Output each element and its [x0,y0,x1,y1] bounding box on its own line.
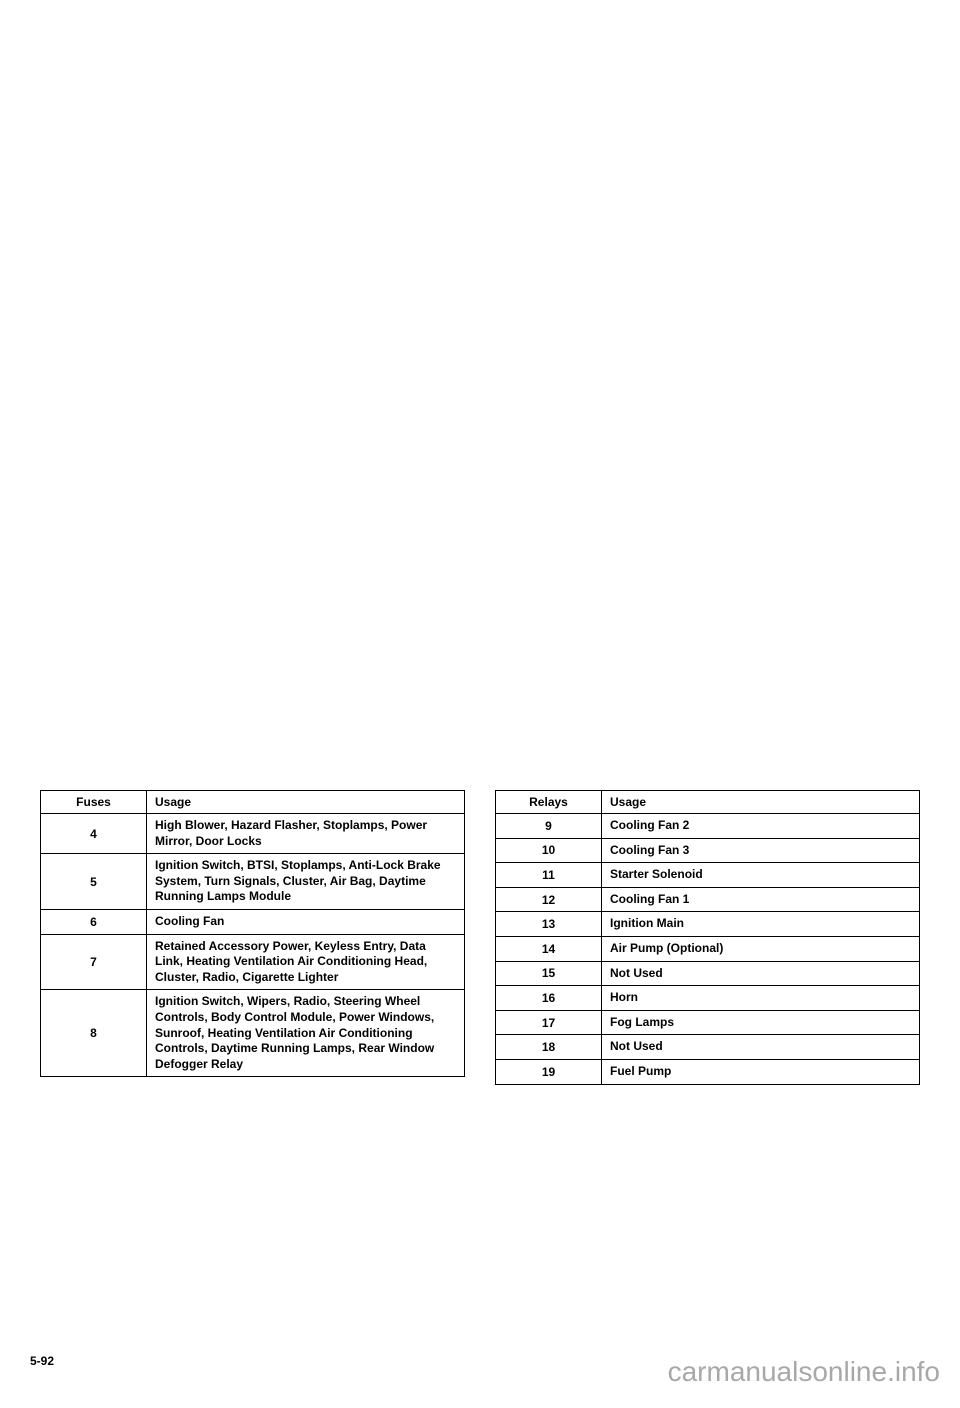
relays-table-wrapper: Relays Usage 9 Cooling Fan 2 10 Cooling … [495,790,920,1085]
table-row: 11 Starter Solenoid [496,863,920,888]
table-row: 9 Cooling Fan 2 [496,814,920,839]
relay-usage: Air Pump (Optional) [602,936,920,961]
fuse-usage: Cooling Fan [147,909,465,934]
relay-number: 12 [496,887,602,912]
fuse-number: 6 [41,909,147,934]
table-row: 16 Horn [496,986,920,1011]
relay-number: 18 [496,1035,602,1060]
relay-number: 15 [496,961,602,986]
table-row: 13 Ignition Main [496,912,920,937]
fuse-number: 8 [41,990,147,1077]
usage-header: Usage [602,791,920,814]
relay-usage: Horn [602,986,920,1011]
relays-table: Relays Usage 9 Cooling Fan 2 10 Cooling … [495,790,920,1085]
fuse-usage: Ignition Switch, Wipers, Radio, Steering… [147,990,465,1077]
table-row: 8 Ignition Switch, Wipers, Radio, Steeri… [41,990,465,1077]
relay-number: 10 [496,838,602,863]
table-row: 5 Ignition Switch, BTSI, Stoplamps, Anti… [41,854,465,910]
fuse-number: 5 [41,854,147,910]
table-header-row: Fuses Usage [41,791,465,814]
table-row: 14 Air Pump (Optional) [496,936,920,961]
relay-usage: Starter Solenoid [602,863,920,888]
relay-usage: Cooling Fan 3 [602,838,920,863]
fuse-number: 7 [41,934,147,990]
relay-usage: Cooling Fan 2 [602,814,920,839]
table-row: 18 Not Used [496,1035,920,1060]
table-row: 15 Not Used [496,961,920,986]
relay-number: 16 [496,986,602,1011]
table-row: 19 Fuel Pump [496,1059,920,1084]
table-row: 17 Fog Lamps [496,1010,920,1035]
fuse-usage: High Blower, Hazard Flasher, Stoplamps, … [147,814,465,854]
relay-usage: Not Used [602,1035,920,1060]
relay-usage: Ignition Main [602,912,920,937]
fuses-header: Fuses [41,791,147,814]
fuses-table: Fuses Usage 4 High Blower, Hazard Flashe… [40,790,465,1077]
relays-header: Relays [496,791,602,814]
table-row: 10 Cooling Fan 3 [496,838,920,863]
relay-usage: Cooling Fan 1 [602,887,920,912]
relay-number: 13 [496,912,602,937]
usage-header: Usage [147,791,465,814]
relay-number: 19 [496,1059,602,1084]
fuse-usage: Ignition Switch, BTSI, Stoplamps, Anti-L… [147,854,465,910]
table-row: 4 High Blower, Hazard Flasher, Stoplamps… [41,814,465,854]
table-row: 12 Cooling Fan 1 [496,887,920,912]
relay-number: 9 [496,814,602,839]
relay-number: 17 [496,1010,602,1035]
fuse-number: 4 [41,814,147,854]
fuses-table-wrapper: Fuses Usage 4 High Blower, Hazard Flashe… [40,790,465,1085]
relay-number: 11 [496,863,602,888]
fuse-usage: Retained Accessory Power, Keyless Entry,… [147,934,465,990]
table-row: 6 Cooling Fan [41,909,465,934]
watermark-text: carmanualsonline.info [668,1356,940,1388]
relay-number: 14 [496,936,602,961]
relay-usage: Not Used [602,961,920,986]
table-row: 7 Retained Accessory Power, Keyless Entr… [41,934,465,990]
tables-container: Fuses Usage 4 High Blower, Hazard Flashe… [0,790,960,1085]
table-header-row: Relays Usage [496,791,920,814]
relay-usage: Fuel Pump [602,1059,920,1084]
relay-usage: Fog Lamps [602,1010,920,1035]
page-number: 5-92 [30,1354,54,1368]
